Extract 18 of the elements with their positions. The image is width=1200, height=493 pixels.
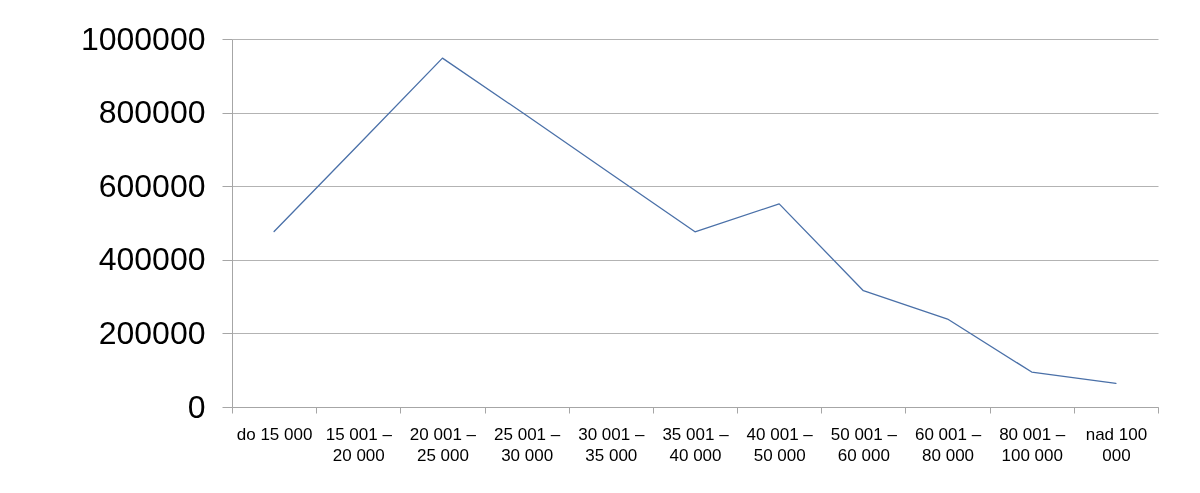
x-tick-label: 80 001 – 100 000 <box>999 424 1066 465</box>
x-tick-label: 30 001 – 35 000 <box>578 424 645 465</box>
x-tick-label: 35 001 – 40 000 <box>662 424 730 465</box>
x-tick-label: 20 001 – 25 000 <box>409 424 477 465</box>
y-tick-label: 600000 <box>98 167 206 204</box>
y-tick-label: 0 <box>187 388 206 425</box>
x-tick-label: 50 001 – 60 000 <box>830 424 898 465</box>
x-tick-label: 60 001 – 80 000 <box>914 424 982 465</box>
line-series <box>273 57 1117 385</box>
x-tick-label: 40 001 – 50 000 <box>746 424 814 465</box>
y-tick-label: 800000 <box>98 94 206 131</box>
x-tick-label: 25 001 – 30 000 <box>494 424 561 465</box>
y-tick-label: 1000000 <box>80 20 206 57</box>
x-tick-label: do 15 000 <box>236 424 313 444</box>
x-tick-label: 15 001 – 20 000 <box>325 424 393 465</box>
y-tick-label: 400000 <box>98 241 206 278</box>
x-tick-label: nad 100 000 <box>1085 424 1148 465</box>
y-tick-label: 200000 <box>98 314 206 351</box>
